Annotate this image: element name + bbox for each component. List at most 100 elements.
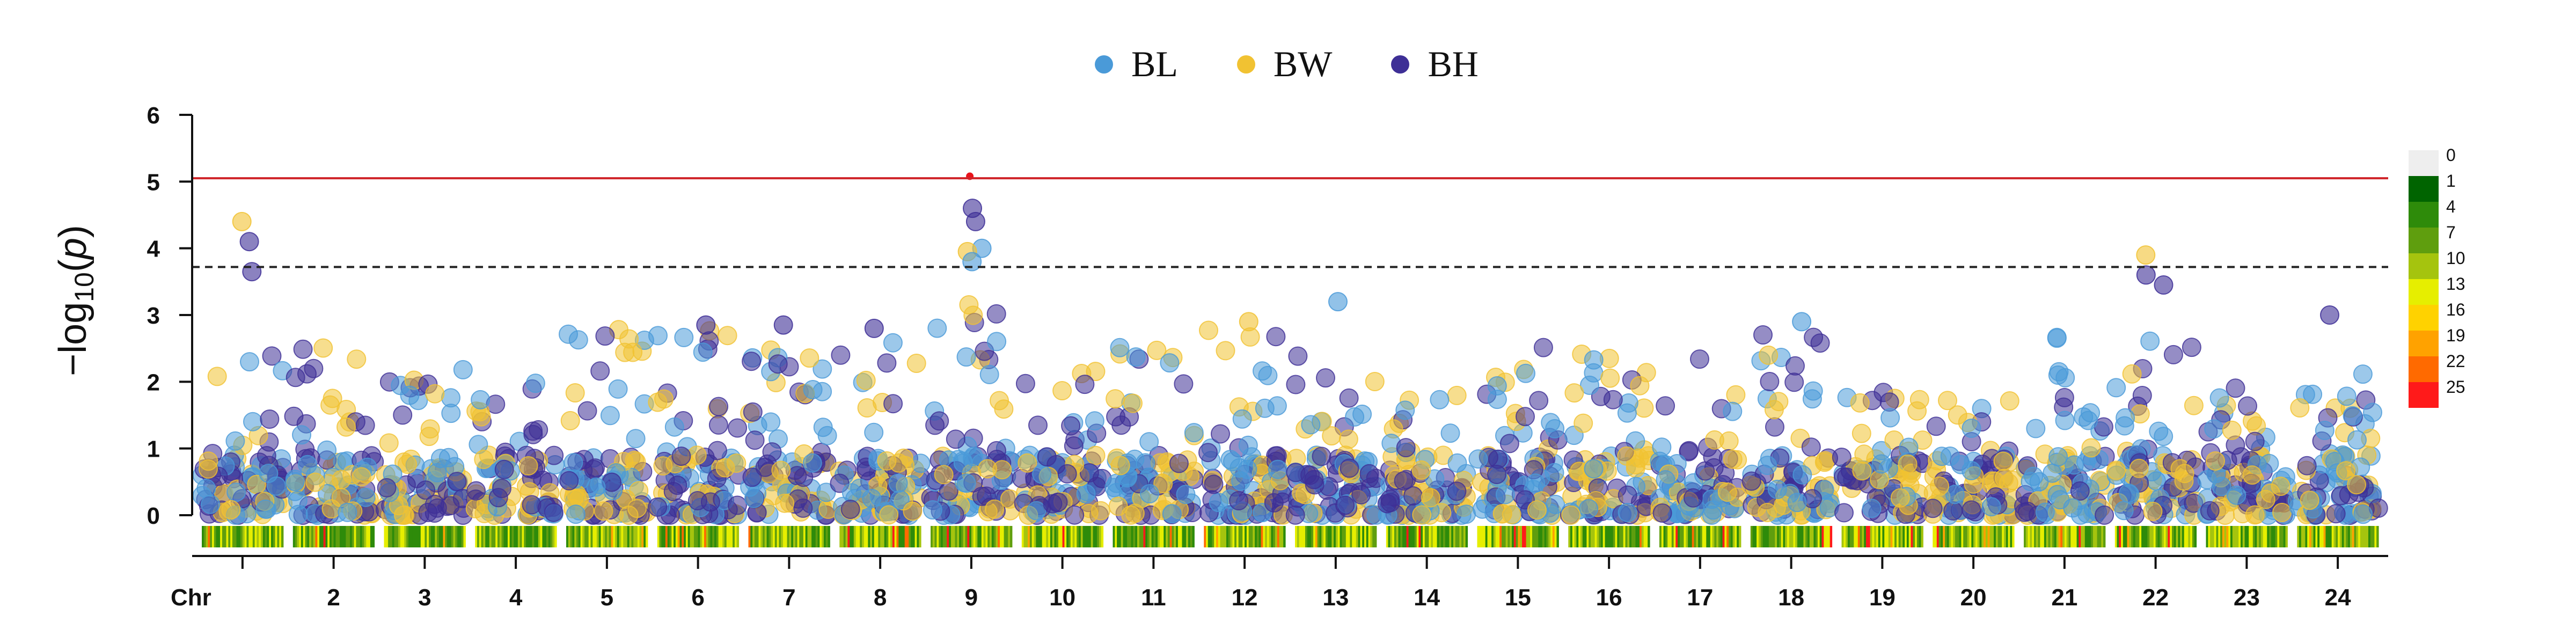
density-cell	[506, 526, 508, 547]
density-cell	[2149, 526, 2152, 547]
density-cell	[2252, 526, 2256, 547]
density-cell	[643, 526, 646, 547]
density-cell	[843, 526, 846, 547]
density-legend-label: 7	[2446, 223, 2456, 242]
density-cell	[1686, 526, 1688, 547]
density-cell	[1034, 526, 1036, 547]
density-legend-swatch	[2409, 176, 2439, 202]
density-cell	[222, 526, 225, 547]
density-cell	[2060, 526, 2063, 547]
density-cell	[2303, 526, 2306, 547]
data-point	[2238, 396, 2257, 416]
density-cell	[1550, 526, 1553, 547]
data-point	[559, 324, 578, 344]
density-cell	[2311, 526, 2314, 547]
data-point	[1488, 449, 1507, 469]
density-cell	[2368, 526, 2371, 547]
density-cell	[1965, 526, 1968, 547]
data-point	[963, 305, 983, 325]
density-cell	[1151, 526, 1154, 547]
data-point	[2272, 502, 2292, 522]
data-point	[2363, 402, 2382, 422]
data-point	[1106, 389, 1125, 409]
data-point	[1359, 464, 1379, 484]
density-cell	[1913, 526, 1915, 547]
data-point	[715, 458, 735, 478]
density-cell	[1437, 526, 1439, 547]
density-cell	[2283, 526, 2286, 547]
density-cell	[884, 526, 887, 547]
density-cell	[621, 526, 624, 547]
density-cell	[570, 526, 573, 547]
data-point	[755, 457, 775, 477]
density-cell	[912, 526, 916, 547]
density-cell	[1477, 526, 1480, 547]
density-cell	[813, 526, 816, 547]
density-cell	[687, 526, 691, 547]
data-point	[2297, 456, 2317, 475]
density-cell	[2081, 526, 2083, 547]
density-cell	[617, 526, 620, 547]
density-cell	[519, 526, 523, 547]
data-point	[595, 326, 615, 346]
density-cell	[1768, 526, 1772, 547]
density-cell	[341, 526, 345, 547]
density-cell	[2299, 526, 2302, 547]
data-point	[2353, 504, 2373, 524]
data-point	[286, 368, 305, 387]
density-cell	[1070, 526, 1073, 547]
legend-item-bh: BH	[1391, 43, 1479, 85]
density-cell	[1335, 526, 1338, 547]
data-point	[728, 418, 748, 438]
data-point	[816, 482, 836, 502]
data-point	[2079, 411, 2098, 430]
data-point	[890, 490, 910, 510]
density-cell	[774, 526, 778, 547]
density-cell	[1077, 526, 1079, 547]
density-cell	[1327, 526, 1330, 547]
data-point	[1580, 375, 1599, 395]
density-cell	[919, 526, 921, 547]
density-cell	[1023, 526, 1026, 547]
peak-point	[239, 232, 259, 252]
data-point	[608, 379, 628, 399]
density-cell	[1060, 526, 1063, 547]
density-cell	[1621, 526, 1624, 547]
density-cell	[530, 526, 533, 547]
density-cell	[1860, 526, 1862, 547]
x-tick-label: 4	[509, 584, 523, 611]
data-point	[293, 339, 313, 359]
data-point	[1266, 327, 1286, 347]
density-cell	[343, 526, 346, 547]
x-tick-label: 3	[418, 584, 431, 611]
density-cell	[1331, 526, 1334, 547]
density-cell	[2139, 526, 2142, 547]
data-point	[1421, 488, 1440, 508]
data-point	[1255, 398, 1275, 418]
density-cell	[2076, 526, 2079, 547]
data-point	[654, 389, 674, 409]
legend-item-bl: BL	[1095, 43, 1178, 85]
data-point	[393, 506, 413, 525]
density-cell	[2265, 526, 2267, 547]
density-cell	[720, 526, 723, 547]
density-cell	[1969, 526, 1972, 547]
density-cell	[1706, 526, 1709, 547]
data-point	[288, 504, 308, 524]
density-cell	[1153, 526, 1156, 547]
data-point	[1216, 341, 1235, 361]
density-cell	[700, 526, 702, 547]
data-point	[1229, 491, 1249, 510]
density-cell	[1485, 526, 1488, 547]
density-cell	[1028, 526, 1030, 547]
density-cell	[1224, 526, 1227, 547]
density-cell	[1000, 526, 1002, 547]
density-cell	[275, 526, 277, 547]
density-cell	[265, 526, 267, 547]
data-point	[1932, 447, 1952, 466]
data-point	[1126, 347, 1146, 367]
data-point	[259, 464, 279, 483]
density-cell	[894, 526, 897, 547]
density-cell	[1692, 526, 1695, 547]
density-cell	[1576, 526, 1579, 547]
